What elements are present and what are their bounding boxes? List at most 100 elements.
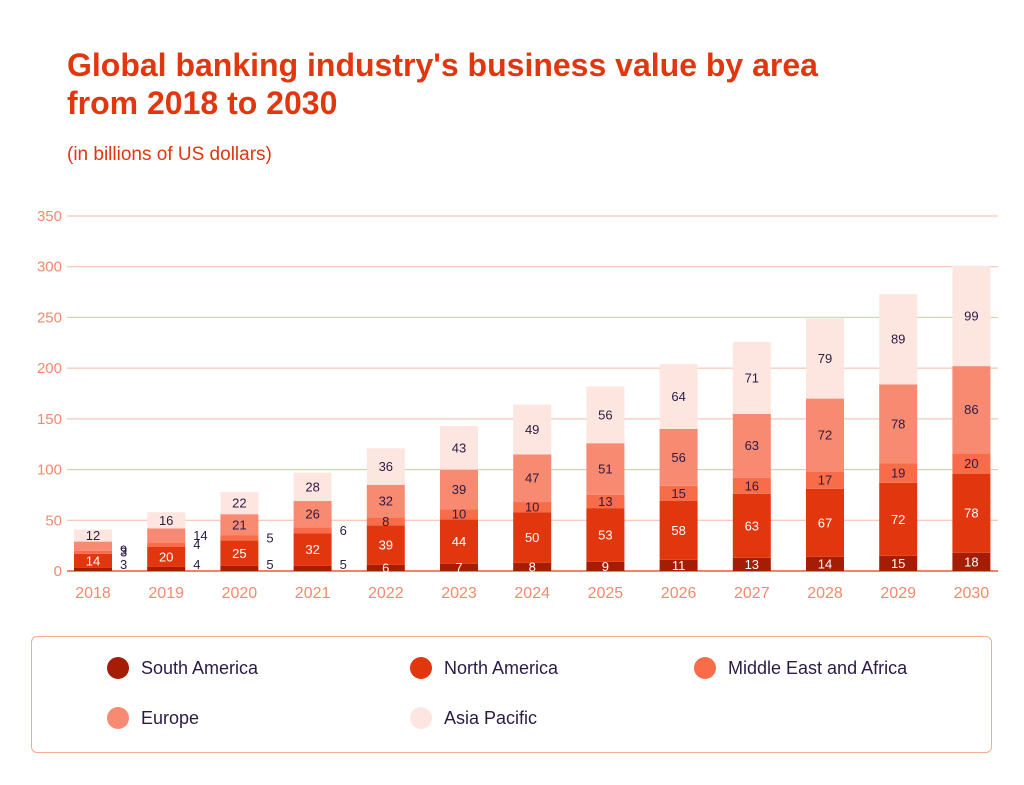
y-tick-label: 350	[37, 208, 62, 225]
y-axis-ticks: 0 50 100 150 200 250 300 350	[37, 208, 62, 580]
legend-swatch	[694, 657, 716, 679]
bar-segment	[440, 509, 478, 520]
data-label: 99	[964, 308, 978, 323]
bar-segment	[74, 567, 112, 571]
bar-segment	[879, 555, 918, 571]
bars	[74, 265, 991, 571]
data-label: 63	[745, 518, 759, 533]
x-tick-label: 2027	[734, 585, 770, 602]
bar-segment	[220, 565, 259, 571]
data-label: 5	[340, 557, 347, 572]
data-label: 15	[891, 556, 905, 571]
legend-swatch	[107, 657, 129, 679]
bar-segment	[74, 541, 112, 551]
legend-label: Asia Pacific	[444, 707, 538, 728]
data-label: 86	[964, 402, 978, 417]
legend-item: North America	[410, 657, 558, 679]
data-label: 15	[671, 486, 685, 501]
bar-segment	[952, 473, 991, 553]
bar-segment	[659, 559, 698, 571]
legend-swatch	[410, 707, 432, 729]
bar-segment	[440, 469, 478, 510]
chart-subtitle: (in billions of US dollars)	[67, 144, 272, 165]
x-tick-label: 2030	[954, 585, 990, 602]
y-tick-label: 200	[37, 360, 62, 377]
legend-item: Asia Pacific	[410, 707, 537, 729]
bar-segment	[513, 512, 552, 563]
bar-segment	[586, 508, 625, 562]
bar-segment	[147, 512, 186, 529]
data-label: 50	[525, 530, 539, 545]
bar-segment	[952, 453, 991, 474]
bar-segment	[806, 398, 844, 472]
data-label: 9	[120, 543, 127, 558]
data-label: 14	[193, 528, 207, 543]
data-label: 20	[159, 549, 173, 564]
data-label: 10	[525, 500, 539, 515]
legend-label: Europe	[141, 707, 200, 728]
bar-segment	[293, 565, 332, 571]
bar-segment	[74, 529, 112, 542]
x-tick-label: 2029	[880, 585, 916, 602]
bar-segment	[147, 546, 186, 567]
data-label: 14	[818, 556, 832, 571]
y-tick-label: 150	[37, 411, 62, 428]
bar-segment	[220, 514, 259, 536]
bar-segment	[732, 493, 771, 558]
data-label: 17	[818, 473, 832, 488]
data-label: 58	[671, 523, 685, 538]
x-tick-label: 2025	[588, 585, 624, 602]
data-label: 36	[379, 459, 393, 474]
bar-segment	[732, 413, 771, 478]
bar-segment	[806, 488, 844, 557]
data-label: 78	[891, 416, 905, 431]
bar-segment	[879, 294, 918, 385]
bar-segment	[147, 542, 186, 547]
legend-label: Middle East and Africa	[728, 657, 908, 678]
data-label: 25	[232, 546, 246, 561]
x-tick-label: 2028	[807, 585, 843, 602]
bar-segment	[74, 550, 112, 554]
data-label: 9	[602, 559, 609, 574]
data-label: 20	[964, 456, 978, 471]
data-label: 3	[120, 557, 127, 572]
data-label: 10	[452, 507, 466, 522]
data-label: 8	[382, 514, 389, 529]
bar-segment	[659, 485, 698, 502]
bar-segment	[293, 501, 332, 528]
data-label: 5	[266, 531, 273, 546]
x-tick-label: 2018	[75, 585, 111, 602]
bar-segment	[806, 318, 844, 399]
data-label: 47	[525, 471, 539, 486]
x-tick-label: 2019	[148, 585, 184, 602]
data-label: 13	[598, 494, 612, 509]
bar-segment	[659, 364, 698, 429]
legend-item: South America	[107, 657, 258, 679]
bar-segment	[732, 477, 771, 494]
data-label: 18	[964, 554, 978, 569]
bar-segment	[220, 491, 259, 515]
x-tick-label: 2020	[222, 585, 258, 602]
data-label: 79	[818, 351, 832, 366]
x-tick-label: 2023	[441, 585, 477, 602]
bar-segment	[147, 528, 186, 543]
data-label: 5	[266, 557, 273, 572]
y-tick-label: 100	[37, 462, 62, 479]
bar-segment	[732, 557, 771, 571]
data-label: 6	[382, 560, 389, 575]
bar-segment	[220, 535, 259, 541]
data-label: 26	[305, 507, 319, 522]
x-tick-label: 2022	[368, 585, 404, 602]
y-tick-label: 50	[45, 512, 62, 529]
data-label: 44	[452, 534, 466, 549]
data-label: 4	[193, 537, 200, 552]
bar-segment	[293, 533, 332, 566]
legend-swatch	[107, 707, 129, 729]
data-label: 3	[120, 545, 127, 560]
data-label: 11	[672, 558, 686, 573]
bar-segment	[366, 484, 405, 518]
x-tick-label: 2026	[661, 585, 697, 602]
bar-segment	[366, 448, 405, 485]
data-label: 63	[745, 438, 759, 453]
